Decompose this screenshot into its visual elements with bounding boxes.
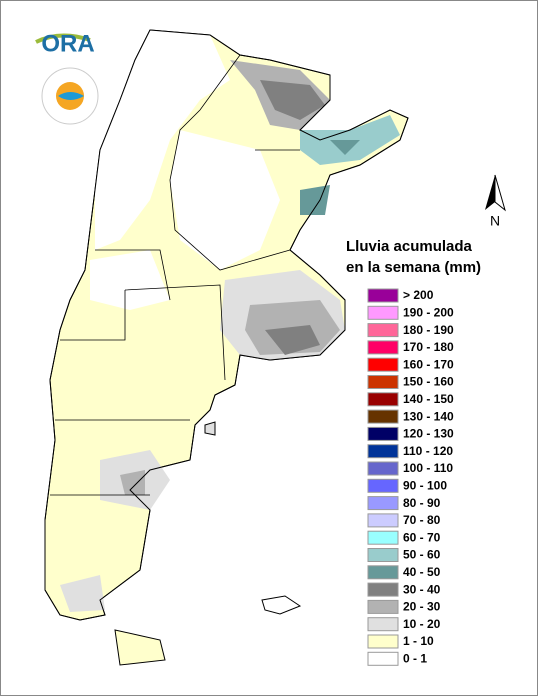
legend-swatch — [367, 409, 399, 424]
legend-swatch — [367, 305, 399, 320]
legend-label: 130 - 140 — [403, 409, 454, 423]
north-label: N — [490, 213, 500, 229]
legend-swatch — [367, 444, 399, 459]
country-shape — [44, 29, 409, 666]
legend-label: 70 - 80 — [403, 513, 441, 527]
legend-swatch — [367, 426, 399, 441]
legend-label: 60 - 70 — [403, 530, 441, 544]
legend-label: 90 - 100 — [403, 478, 447, 492]
legend-label: 120 - 130 — [403, 427, 454, 441]
legend-title: en la semana (mm) — [346, 259, 481, 276]
legend-label: 180 - 190 — [403, 323, 454, 337]
legend-label: 0 - 1 — [403, 651, 427, 665]
legend-swatch — [367, 548, 399, 562]
legend-swatch — [367, 392, 399, 407]
legend-swatch — [367, 513, 399, 528]
legend-label: 160 - 170 — [403, 357, 454, 371]
logo: ORA — [35, 30, 99, 125]
legend-swatch — [367, 599, 399, 614]
legend-title: Lluvia acumulada — [346, 238, 473, 255]
legend-swatch — [367, 375, 399, 389]
legend-label: 150 - 160 — [403, 375, 454, 389]
legend-swatch — [367, 357, 399, 372]
legend: Lluvia acumulada en la semana (mm) > 200 19… — [346, 238, 481, 666]
legend-label: 140 - 150 — [403, 392, 454, 406]
legend-label: 170 - 180 — [403, 340, 454, 354]
legend-swatch — [367, 288, 399, 303]
legend-label: 30 - 40 — [403, 582, 441, 596]
legend-label: 20 - 30 — [403, 600, 441, 614]
legend-swatch — [367, 323, 399, 338]
north-arrow: N — [485, 174, 506, 229]
legend-swatch — [367, 634, 399, 649]
legend-label: 110 - 120 — [403, 444, 453, 458]
legend-label: 1 - 10 — [403, 634, 434, 648]
legend-swatch — [367, 461, 399, 476]
logo-text: ORA — [41, 30, 94, 57]
legend-swatch — [367, 617, 399, 632]
legend-swatch — [367, 651, 399, 666]
legend-label: > 200 — [403, 288, 434, 302]
legend-swatch — [367, 478, 399, 493]
legend-label: 190 - 200 — [403, 305, 454, 319]
legend-label: 40 - 50 — [403, 565, 441, 579]
legend-swatch — [367, 565, 399, 580]
legend-swatch — [367, 340, 399, 355]
legend-swatch — [367, 496, 399, 511]
legend-label: 10 - 20 — [403, 617, 441, 631]
legend-label: 100 - 110 — [403, 461, 453, 475]
legend-swatch — [367, 530, 399, 545]
legend-label: 50 - 60 — [403, 548, 441, 562]
legend-label: 80 - 90 — [403, 496, 441, 510]
legend-swatch — [367, 582, 399, 597]
